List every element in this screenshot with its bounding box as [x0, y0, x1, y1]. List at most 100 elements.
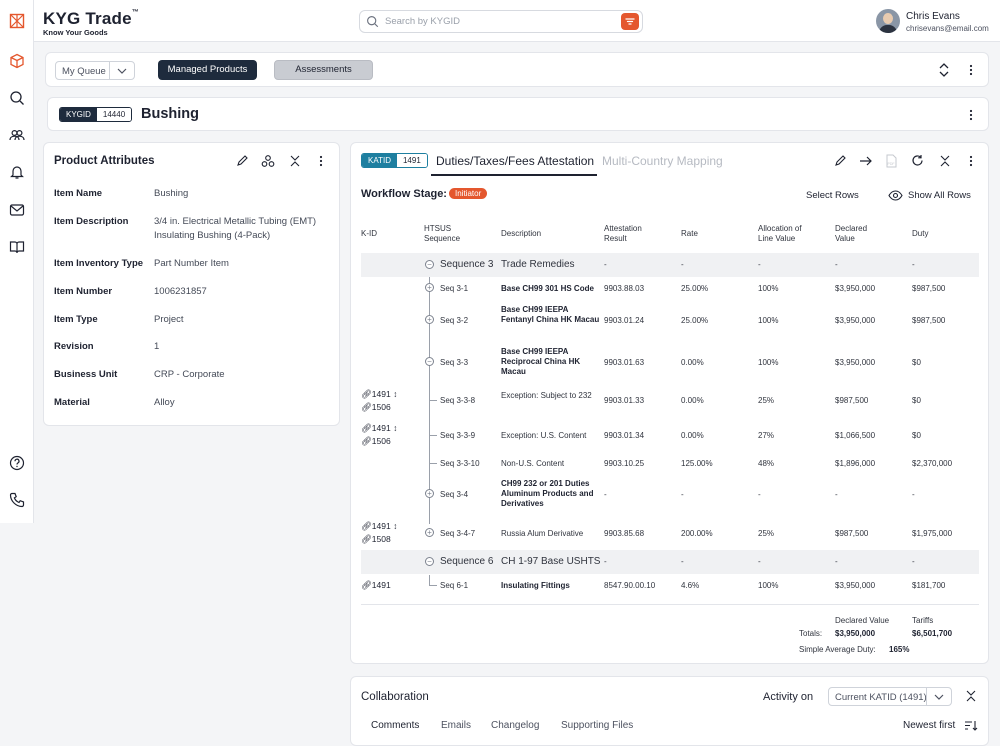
help-icon[interactable]: [9, 455, 25, 471]
expand-row-icon[interactable]: +: [425, 315, 434, 324]
link-icon: 🔗︎: [361, 521, 372, 531]
alloc-cell: -: [758, 557, 761, 566]
att-cell: 9903.10.25: [604, 459, 645, 468]
attr-label: Item Inventory Type: [54, 258, 144, 269]
tab-multi-country[interactable]: Multi-Country Mapping: [602, 154, 723, 168]
collapse-icon[interactable]: [939, 155, 951, 167]
link-icon: 🔗︎: [361, 436, 372, 446]
col-header: Declared Value: [835, 224, 868, 243]
decl-cell: -: [835, 260, 838, 269]
more-options-icon[interactable]: [966, 109, 976, 121]
sort-button[interactable]: Newest first: [903, 720, 956, 731]
brand-logo[interactable]: KYG Trade™ Know Your Goods: [43, 9, 139, 37]
table-row[interactable]: [361, 550, 979, 574]
tab-supporting-files[interactable]: Supporting Files: [561, 720, 634, 731]
alloc-cell: 100%: [758, 316, 779, 325]
collapse-row-icon[interactable]: −: [425, 357, 434, 366]
search-input[interactable]: Search by KYGID: [385, 16, 460, 27]
duty-cell: $181,700: [912, 581, 946, 590]
activity-select[interactable]: Current KATID (1491): [828, 687, 952, 706]
assessments-button[interactable]: Assessments: [274, 60, 373, 80]
tab-emails[interactable]: Emails: [441, 720, 472, 731]
bell-icon[interactable]: [9, 164, 25, 180]
tab-comments[interactable]: Comments: [371, 720, 420, 731]
expand-row-icon[interactable]: +: [425, 283, 434, 292]
att-cell: 9903.85.68: [604, 529, 645, 538]
tab-duties[interactable]: Duties/Taxes/Fees Attestation: [436, 154, 595, 168]
phone-icon[interactable]: [9, 492, 25, 508]
kid-value: 1491: [371, 389, 391, 399]
col-header: HTSUS Sequence: [424, 224, 461, 243]
chevron-down-icon: [934, 694, 944, 700]
filter-icon: [625, 18, 635, 25]
decl-cell: $1,896,000: [835, 459, 876, 468]
book-icon[interactable]: [9, 239, 25, 255]
rate-cell: 25.00%: [681, 316, 709, 325]
totals-label: Totals:: [799, 629, 823, 638]
avatar[interactable]: [876, 9, 900, 33]
eye-icon[interactable]: [888, 190, 903, 201]
expand-row-icon[interactable]: +: [425, 528, 434, 537]
product-header: KYGID 14440 Bushing: [47, 97, 989, 131]
kygid-tag: KYGID 14440: [59, 107, 133, 122]
kid-link[interactable]: 🔗︎1508: [361, 533, 391, 546]
collaboration-panel: Collaboration Activity on Current KATID …: [350, 676, 989, 746]
kid-link[interactable]: 🔗︎1506: [361, 435, 391, 448]
left-rail: [0, 0, 34, 523]
more-options-icon[interactable]: [966, 64, 976, 76]
attr-label: Business Unit: [54, 369, 118, 380]
logo-icon[interactable]: [9, 13, 25, 29]
edit-icon[interactable]: [834, 155, 846, 167]
total-tariffs: $6,501,700: [912, 629, 953, 638]
search-icon: [367, 16, 379, 28]
kid-link[interactable]: 🔗︎1491 ↕: [361, 422, 397, 435]
more-options-icon[interactable]: [316, 155, 326, 167]
rate-cell: 125.00%: [681, 459, 713, 468]
share-nodes-icon[interactable]: [261, 154, 275, 168]
box-icon[interactable]: [9, 53, 25, 69]
arrow-right-icon[interactable]: [859, 155, 873, 167]
table-row[interactable]: [361, 253, 979, 277]
queue-select[interactable]: My Queue: [55, 61, 135, 80]
search-bar[interactable]: Search by KYGID: [359, 10, 643, 33]
expand-collapse-icon[interactable]: [938, 62, 950, 78]
link-icon: 🔗︎: [361, 423, 372, 433]
collapse-row-icon[interactable]: −: [425, 557, 434, 566]
att-cell: -: [604, 490, 607, 499]
kid-separator: ↕: [390, 389, 398, 399]
kid-link[interactable]: 🔗︎1491 ↕: [361, 388, 397, 401]
collapse-icon[interactable]: [965, 690, 977, 702]
desc-cell: Non-U.S. Content: [501, 459, 565, 468]
tab-changelog[interactable]: Changelog: [491, 720, 540, 731]
edit-icon[interactable]: [236, 155, 248, 167]
duty-cell: -: [912, 260, 915, 269]
attr-value: 3/4 in. Electrical Metallic Tubing (EMT)…: [154, 216, 317, 241]
decl-cell: $987,500: [835, 396, 869, 405]
duty-cell: -: [912, 490, 915, 499]
filter-button[interactable]: [621, 13, 639, 30]
search-icon[interactable]: [9, 90, 25, 106]
kid-link[interactable]: 🔗︎1491: [361, 579, 391, 592]
kid-link[interactable]: 🔗︎1506: [361, 401, 391, 414]
collapse-icon[interactable]: [289, 155, 301, 167]
divider: [361, 604, 979, 605]
activity-value: Current KATID (1491): [835, 692, 927, 703]
collapse-row-icon[interactable]: −: [425, 260, 434, 269]
seq-cell: Seq 3-4-7: [440, 529, 476, 538]
show-all-rows-button[interactable]: Show All Rows: [908, 190, 971, 201]
mail-icon[interactable]: [9, 202, 25, 218]
select-rows-button[interactable]: Select Rows: [806, 190, 859, 201]
rate-cell: 0.00%: [681, 431, 704, 440]
refresh-icon[interactable]: [911, 154, 924, 167]
more-options-icon[interactable]: [966, 155, 976, 167]
kid-link[interactable]: 🔗︎1491 ↕: [361, 520, 397, 533]
sort-icon[interactable]: [964, 720, 978, 731]
attr-label: Item Description: [54, 216, 129, 227]
kid-value: 1491: [371, 423, 391, 433]
att-cell: -: [604, 260, 607, 269]
alloc-cell: 100%: [758, 581, 779, 590]
users-icon[interactable]: [9, 127, 25, 143]
expand-row-icon[interactable]: +: [425, 489, 434, 498]
link-icon: 🔗︎: [361, 389, 372, 399]
managed-products-button[interactable]: Managed Products: [158, 60, 257, 80]
